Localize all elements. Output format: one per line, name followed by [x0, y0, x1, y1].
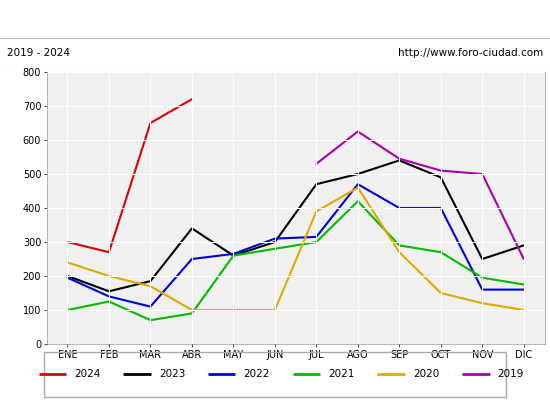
- Text: 2019: 2019: [498, 369, 524, 379]
- Text: 2020: 2020: [413, 369, 439, 379]
- Bar: [44, 352, 506, 398]
- Text: Evolucion Nº Turistas Nacionales en el municipio de Isar: Evolucion Nº Turistas Nacionales en el m…: [56, 12, 494, 26]
- Text: http://www.foro-ciudad.com: http://www.foro-ciudad.com: [398, 48, 543, 58]
- Text: 2022: 2022: [244, 369, 270, 379]
- Text: 2024: 2024: [74, 369, 101, 379]
- Text: 2023: 2023: [159, 369, 185, 379]
- Text: 2021: 2021: [328, 369, 355, 379]
- Text: 2019 - 2024: 2019 - 2024: [7, 48, 70, 58]
